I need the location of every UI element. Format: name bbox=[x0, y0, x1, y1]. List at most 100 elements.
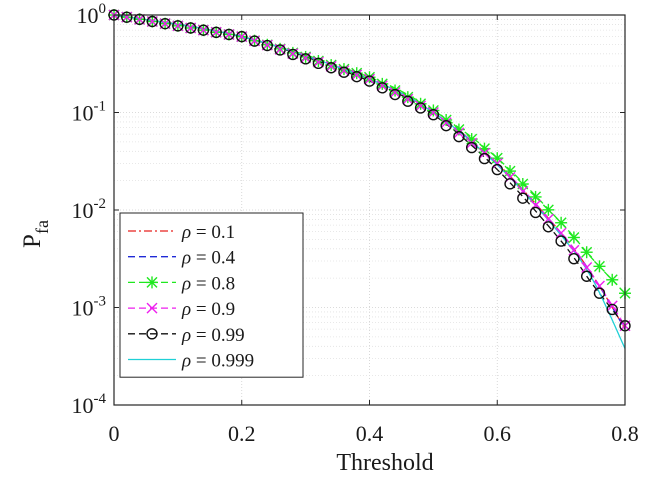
legend-rho-symbol: ρ bbox=[181, 222, 191, 243]
series-marker-4 bbox=[133, 13, 146, 26]
series-marker-4 bbox=[312, 57, 325, 70]
series-marker-4 bbox=[389, 88, 401, 101]
series-marker-3 bbox=[338, 65, 350, 77]
marker-stroke bbox=[427, 107, 439, 118]
marker-stroke bbox=[364, 73, 375, 85]
marker-stroke bbox=[146, 302, 158, 314]
legend-marker-2 bbox=[146, 276, 158, 289]
series-marker-4 bbox=[414, 102, 427, 114]
y-tick-label: 100 bbox=[77, 1, 107, 28]
marker-stroke bbox=[555, 227, 567, 239]
series-marker-3 bbox=[351, 69, 363, 81]
series-marker-4 bbox=[184, 22, 197, 34]
legend-label-1: ρ = 0.4 bbox=[181, 248, 236, 269]
legend-marker-3 bbox=[146, 302, 158, 314]
series-marker-4 bbox=[491, 163, 503, 176]
series-marker-2 bbox=[593, 260, 606, 273]
series-marker-4 bbox=[478, 152, 491, 165]
series-marker-4 bbox=[210, 26, 222, 39]
series-marker-2 bbox=[427, 104, 440, 117]
series-marker-4 bbox=[159, 17, 171, 30]
series-marker-4 bbox=[248, 35, 261, 47]
legend-label-text: = 0.999 bbox=[191, 351, 254, 372]
legend-rho-symbol: ρ bbox=[181, 248, 191, 269]
series-marker-4 bbox=[568, 252, 580, 265]
legend-label-4: ρ = 0.99 bbox=[181, 325, 245, 346]
series-marker-2 bbox=[529, 190, 542, 203]
y-tick-base: 10 bbox=[72, 393, 94, 418]
series-marker-3 bbox=[427, 107, 439, 118]
marker-stroke bbox=[415, 100, 427, 112]
series-marker-3 bbox=[555, 227, 567, 239]
series-marker-4 bbox=[287, 48, 299, 61]
series-marker-4 bbox=[466, 141, 478, 154]
y-axis-label-main: P bbox=[19, 234, 46, 248]
series-marker-4 bbox=[427, 108, 440, 121]
x-tick-label: 0.4 bbox=[356, 421, 384, 446]
legend-label-text: = 0.99 bbox=[191, 325, 244, 346]
series-marker-2 bbox=[542, 203, 555, 216]
legend-rho-symbol: ρ bbox=[181, 325, 191, 346]
y-tick-exponent: 0 bbox=[99, 1, 107, 17]
x-tick-label: 0.2 bbox=[228, 421, 256, 446]
legend-marker-4 bbox=[146, 328, 158, 340]
y-axis-label: Pfa bbox=[19, 220, 52, 248]
x-tick-label: 0.6 bbox=[484, 421, 512, 446]
series-marker-4 bbox=[529, 206, 542, 219]
y-tick-exponent: -3 bbox=[94, 294, 107, 310]
y-tick-label: 10-4 bbox=[72, 391, 107, 418]
series-marker-4 bbox=[555, 235, 567, 247]
series-marker-4 bbox=[580, 270, 593, 282]
legend-label-text: = 0.8 bbox=[191, 273, 235, 294]
series-marker-4 bbox=[274, 44, 286, 56]
legend-label-3: ρ = 0.9 bbox=[181, 299, 235, 320]
series-marker-3 bbox=[415, 100, 427, 112]
series-markers bbox=[108, 9, 631, 332]
series-marker-3 bbox=[581, 261, 593, 273]
legend-label-text: = 0.9 bbox=[191, 299, 235, 320]
series-marker-4 bbox=[453, 130, 465, 143]
series-marker-2 bbox=[389, 84, 402, 97]
series-marker-2 bbox=[376, 77, 389, 90]
series-marker-4 bbox=[338, 66, 350, 78]
series-marker-4 bbox=[363, 75, 376, 87]
series-marker-4 bbox=[121, 11, 133, 23]
y-tick-label: 10-1 bbox=[72, 99, 107, 126]
series-marker-2 bbox=[606, 273, 619, 286]
legend-rho-symbol: ρ bbox=[181, 351, 191, 372]
legend-label-2: ρ = 0.8 bbox=[181, 273, 235, 294]
series-marker-3 bbox=[606, 300, 618, 312]
series-marker-3 bbox=[364, 73, 375, 85]
y-tick-exponent: -1 bbox=[94, 99, 107, 115]
x-tick-label: 0.8 bbox=[611, 421, 639, 446]
marker-stroke bbox=[338, 65, 350, 77]
series-marker-4 bbox=[236, 30, 248, 43]
x-axis-label: Threshold bbox=[336, 450, 433, 476]
y-tick-exponent: -2 bbox=[94, 196, 107, 212]
series-marker-4 bbox=[504, 178, 516, 190]
legend-label-text: = 0.1 bbox=[191, 222, 235, 243]
marker-stroke bbox=[568, 244, 580, 256]
marker-stroke bbox=[440, 117, 452, 129]
series-marker-3 bbox=[325, 60, 337, 72]
series-marker-2 bbox=[401, 91, 414, 104]
marker-stroke bbox=[606, 300, 618, 312]
series-marker-2 bbox=[504, 165, 517, 178]
marker-stroke bbox=[389, 86, 401, 98]
x-tick-labels: 0 0.2 0.4 0.6 0.8 bbox=[109, 421, 639, 446]
legend-box bbox=[119, 212, 304, 378]
series-marker-4 bbox=[593, 287, 606, 299]
series-marker-4 bbox=[172, 20, 184, 32]
tick-marks bbox=[113, 14, 626, 406]
series-marker-2 bbox=[567, 231, 580, 244]
y-tick-exponent: -4 bbox=[94, 391, 107, 407]
y-axis-label-text: Pfa bbox=[19, 220, 52, 248]
y-tick-base: 10 bbox=[72, 101, 94, 126]
series-marker-2 bbox=[516, 178, 529, 191]
y-tick-label: 10-3 bbox=[72, 294, 107, 321]
series-marker-2 bbox=[491, 152, 504, 165]
y-tick-base: 10 bbox=[72, 296, 94, 321]
series-marker-3 bbox=[440, 117, 452, 129]
